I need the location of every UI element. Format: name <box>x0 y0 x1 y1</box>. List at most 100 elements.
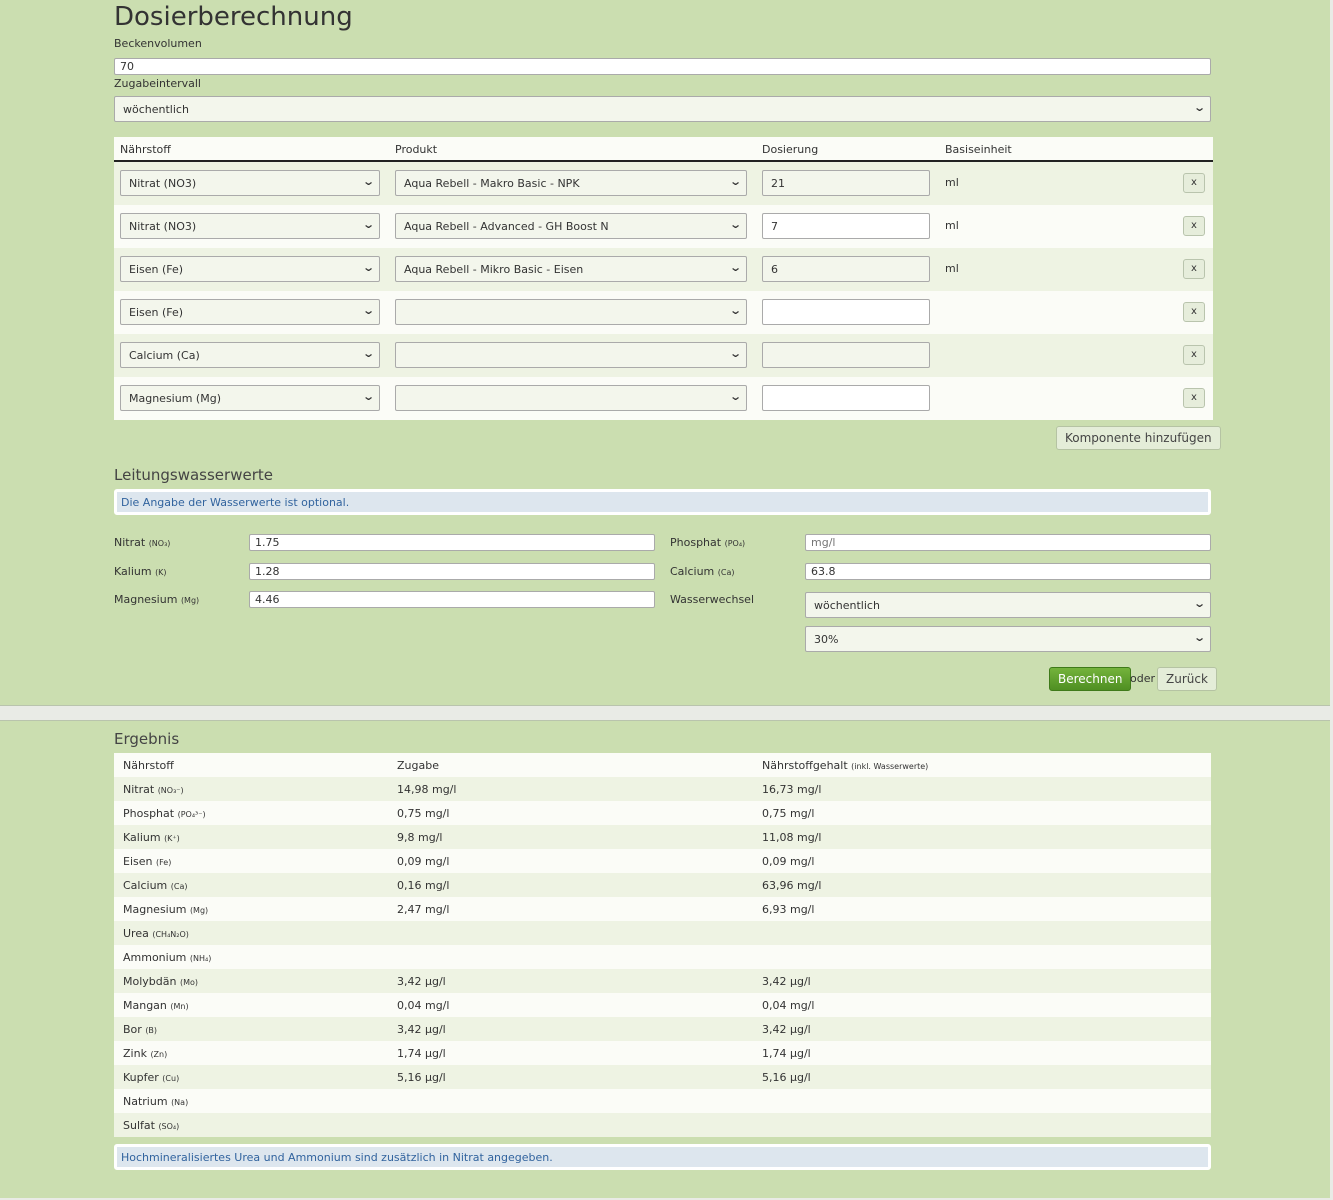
nitrate-input[interactable] <box>249 534 655 551</box>
chevron-down-icon: ⌄ <box>1192 631 1206 644</box>
remove-component-button[interactable]: x <box>1183 302 1205 322</box>
remove-component-button[interactable]: x <box>1183 259 1205 279</box>
component-row: Magnesium (Mg) ⌄ ⌄ x <box>114 377 1213 420</box>
nutrient-name: Ammonium (NH₄) <box>123 951 212 964</box>
chevron-down-icon: ⌄ <box>728 175 742 188</box>
tank-volume-label: Beckenvolumen <box>114 37 202 50</box>
remove-component-button[interactable]: x <box>1183 388 1205 408</box>
header-added: Zugabe <box>397 759 439 772</box>
nutrient-select[interactable]: Nitrat (NO3) ⌄ <box>120 170 380 196</box>
header-unit: Basiseinheit <box>945 143 1012 156</box>
dose-input[interactable] <box>762 299 930 325</box>
nutrient-value: Eisen (Fe) <box>129 306 184 319</box>
product-select[interactable]: ⌄ <box>395 385 747 411</box>
component-row: Eisen (Fe) ⌄ ⌄ x <box>114 291 1213 334</box>
nutrient-name: Phosphat (PO₄³⁻) <box>123 807 206 820</box>
nutrient-name: Urea (CH₄N₂O) <box>123 927 189 940</box>
calculate-button[interactable]: Berechnen <box>1049 667 1132 691</box>
nutrient-name: Eisen (Fe) <box>123 855 172 868</box>
content-value: 3,42 µg/l <box>762 1023 811 1036</box>
content-value: 5,16 µg/l <box>762 1071 811 1084</box>
result-table: Nährstoff Zugabe Nährstoffgehalt (inkl. … <box>114 753 1211 1137</box>
nutrient-select[interactable]: Calcium (Ca) ⌄ <box>120 342 380 368</box>
dose-input[interactable]: 6 <box>762 256 930 282</box>
header-product: Produkt <box>395 143 438 156</box>
content-value: 3,42 µg/l <box>762 975 811 988</box>
result-header: Nährstoff Zugabe Nährstoffgehalt (inkl. … <box>114 753 1211 777</box>
result-row: Sulfat (SO₄) <box>114 1113 1211 1137</box>
dose-input[interactable]: 21 <box>762 170 930 196</box>
nutrient-value: Calcium (Ca) <box>129 349 200 362</box>
added-value: 5,16 µg/l <box>397 1071 446 1084</box>
result-row: Eisen (Fe) 0,09 mg/l 0,09 mg/l <box>114 849 1211 873</box>
interval-select[interactable]: wöchentlich ⌄ <box>114 96 1211 122</box>
components-table: Nährstoff Produkt Dosierung Basiseinheit… <box>114 137 1213 420</box>
added-value: 0,09 mg/l <box>397 855 450 868</box>
product-value: Aqua Rebell - Mikro Basic - Eisen <box>404 263 584 276</box>
interval-value: wöchentlich <box>123 103 189 116</box>
remove-component-button[interactable]: x <box>1183 216 1205 236</box>
waterchange-label: Wasserwechsel <box>670 593 755 606</box>
chevron-down-icon: ⌄ <box>728 390 742 403</box>
chevron-down-icon: ⌄ <box>728 347 742 360</box>
phosphate-input[interactable] <box>805 534 1211 551</box>
nutrient-name: Magnesium (Mg) <box>123 903 209 916</box>
tapwater-heading: Leitungswasserwerte <box>114 466 273 484</box>
nutrient-select[interactable]: Magnesium (Mg) ⌄ <box>120 385 380 411</box>
chevron-down-icon: ⌄ <box>361 390 375 403</box>
result-row: Natrium (Na) <box>114 1089 1211 1113</box>
content-value: 0,09 mg/l <box>762 855 815 868</box>
nutrient-select[interactable]: Eisen (Fe) ⌄ <box>120 256 380 282</box>
dose-input[interactable]: 7 <box>762 213 930 239</box>
nutrient-value: Eisen (Fe) <box>129 263 184 276</box>
waterchange-percent-select[interactable]: 30% ⌄ <box>805 626 1211 652</box>
header-content: Nährstoffgehalt (inkl. Wasserwerte) <box>762 759 929 772</box>
nutrient-select[interactable]: Eisen (Fe) ⌄ <box>120 299 380 325</box>
potassium-input[interactable] <box>249 563 655 580</box>
nutrient-name: Sulfat (SO₄) <box>123 1119 180 1132</box>
calcium-input[interactable] <box>805 563 1211 580</box>
unit-text: ml <box>945 176 959 189</box>
nutrient-name: Bor (B) <box>123 1023 158 1036</box>
back-button[interactable]: Zurück <box>1157 667 1217 691</box>
nutrient-select[interactable]: Nitrat (NO3) ⌄ <box>120 213 380 239</box>
tank-volume-input[interactable] <box>114 58 1211 75</box>
magnesium-input[interactable] <box>249 591 655 608</box>
result-row: Kupfer (Cu) 5,16 µg/l 5,16 µg/l <box>114 1065 1211 1089</box>
added-value: 1,74 µg/l <box>397 1047 446 1060</box>
waterchange-interval-value: wöchentlich <box>814 599 880 612</box>
tapwater-info: Die Angabe der Wasserwerte ist optional. <box>114 489 1211 515</box>
chevron-down-icon: ⌄ <box>1192 101 1206 114</box>
component-row: Calcium (Ca) ⌄ ⌄ x <box>114 334 1213 377</box>
product-select[interactable]: ⌄ <box>395 299 747 325</box>
dose-input[interactable] <box>762 385 930 411</box>
calcium-label: Calcium (Ca) <box>670 565 735 578</box>
dose-input[interactable] <box>762 342 930 368</box>
header-dose: Dosierung <box>762 143 819 156</box>
chevron-down-icon: ⌄ <box>728 261 742 274</box>
result-row: Calcium (Ca) 0,16 mg/l 63,96 mg/l <box>114 873 1211 897</box>
component-row: Nitrat (NO3) ⌄ Aqua Rebell - Advanced - G… <box>114 205 1213 248</box>
nitrate-label: Nitrat (NO₃) <box>114 536 171 549</box>
add-component-button[interactable]: Komponente hinzufügen <box>1056 426 1221 450</box>
product-select[interactable]: Aqua Rebell - Mikro Basic - Eisen ⌄ <box>395 256 747 282</box>
added-value: 0,04 mg/l <box>397 999 450 1012</box>
result-row: Molybdän (Mo) 3,42 µg/l 3,42 µg/l <box>114 969 1211 993</box>
component-row: Eisen (Fe) ⌄ Aqua Rebell - Mikro Basic - … <box>114 248 1213 291</box>
product-select[interactable]: Aqua Rebell - Advanced - GH Boost N ⌄ <box>395 213 747 239</box>
nutrient-name: Nitrat (NO₃⁻) <box>123 783 184 796</box>
nutrient-name: Calcium (Ca) <box>123 879 188 892</box>
nutrient-name: Kupfer (Cu) <box>123 1071 180 1084</box>
result-row: Kalium (K⁺) 9,8 mg/l 11,08 mg/l <box>114 825 1211 849</box>
product-select[interactable]: ⌄ <box>395 342 747 368</box>
remove-component-button[interactable]: x <box>1183 173 1205 193</box>
nutrient-value: Nitrat (NO3) <box>129 220 197 233</box>
product-select[interactable]: Aqua Rebell - Makro Basic - NPK ⌄ <box>395 170 747 196</box>
waterchange-interval-select[interactable]: wöchentlich ⌄ <box>805 592 1211 618</box>
chevron-down-icon: ⌄ <box>1192 597 1206 610</box>
remove-component-button[interactable]: x <box>1183 345 1205 365</box>
chevron-down-icon: ⌄ <box>361 261 375 274</box>
content-value: 1,74 µg/l <box>762 1047 811 1060</box>
content-value: 0,75 mg/l <box>762 807 815 820</box>
result-heading: Ergebnis <box>114 730 180 748</box>
